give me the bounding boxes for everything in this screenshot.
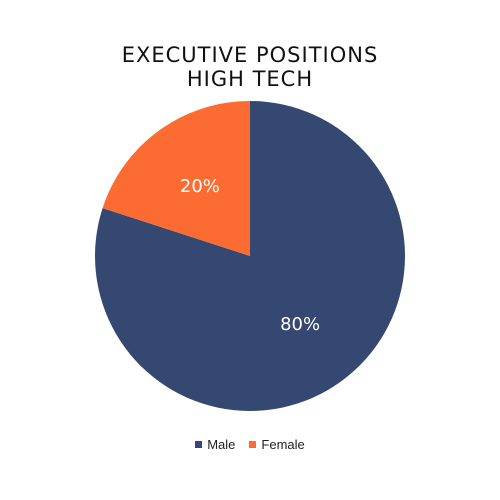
legend-swatch-male [195,441,203,448]
chart-title-line-1: EXECUTIVE POSITIONS [121,43,379,67]
chart-legend: Male Female [0,437,500,452]
legend-item-male[interactable]: Male [195,437,235,452]
pie-data-labels: 80% 20% [180,176,320,335]
data-label-female: 20% [180,176,220,197]
pie-slices [94,100,405,412]
legend-swatch-female [249,441,257,448]
chart-title-line-2: HIGH TECH [186,67,314,91]
pie-slice-female[interactable] [102,100,250,256]
legend-label-male: Male [207,437,236,452]
pie-slice-male[interactable] [94,101,405,412]
legend-item-female[interactable]: Female [249,437,305,452]
data-label-male: 80% [280,314,320,335]
legend-label-female: Female [261,437,305,452]
